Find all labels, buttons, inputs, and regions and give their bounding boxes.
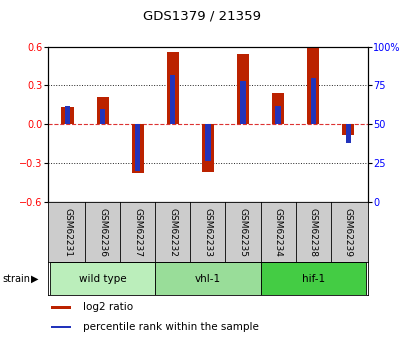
Text: vhl-1: vhl-1 [195,274,221,284]
Bar [310,78,316,124]
Text: percentile rank within the sample: percentile rank within the sample [84,322,259,332]
Bar [100,109,105,124]
Bar [65,106,70,124]
Bar [97,97,109,124]
Bar [170,75,176,124]
Text: GDS1379 / 21359: GDS1379 / 21359 [143,9,260,22]
Bar [346,124,351,143]
Text: GSM62234: GSM62234 [273,208,283,256]
Text: GSM62236: GSM62236 [98,207,107,257]
Bar [52,326,71,328]
Bar [52,306,71,308]
Bar [260,262,366,295]
Text: GSM62239: GSM62239 [344,207,353,257]
Bar [202,124,214,172]
Bar [240,81,246,124]
Text: GSM62238: GSM62238 [309,207,318,257]
Bar [61,107,74,124]
Bar [135,124,140,171]
Bar [342,124,354,135]
Text: GSM62233: GSM62233 [203,207,213,257]
Text: GSM62232: GSM62232 [168,208,177,256]
Text: hif-1: hif-1 [302,274,325,284]
Bar [50,262,155,295]
Text: GSM62237: GSM62237 [133,207,142,257]
Bar [272,93,284,124]
Bar [131,124,144,173]
Text: GSM62235: GSM62235 [239,207,247,257]
Bar [155,262,260,295]
Bar [307,47,319,124]
Bar [205,124,210,161]
Text: wild type: wild type [79,274,126,284]
Text: GSM62231: GSM62231 [63,207,72,257]
Bar [167,52,179,124]
Text: log2 ratio: log2 ratio [84,303,134,313]
Text: ▶: ▶ [31,274,39,284]
Bar [237,54,249,124]
Text: strain: strain [2,274,30,284]
Bar [276,106,281,124]
